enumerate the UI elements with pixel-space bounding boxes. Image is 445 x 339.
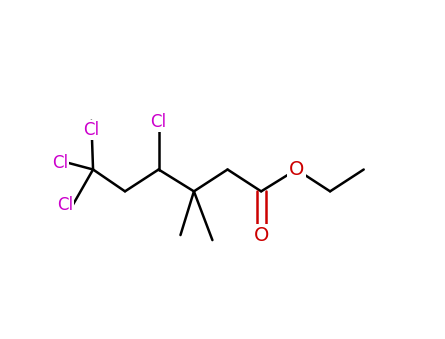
Text: O: O	[254, 225, 269, 244]
Text: Cl: Cl	[83, 121, 99, 139]
Text: Cl: Cl	[52, 154, 68, 172]
Text: Cl: Cl	[57, 196, 73, 214]
Text: Cl: Cl	[150, 114, 167, 132]
Text: O: O	[289, 160, 304, 179]
